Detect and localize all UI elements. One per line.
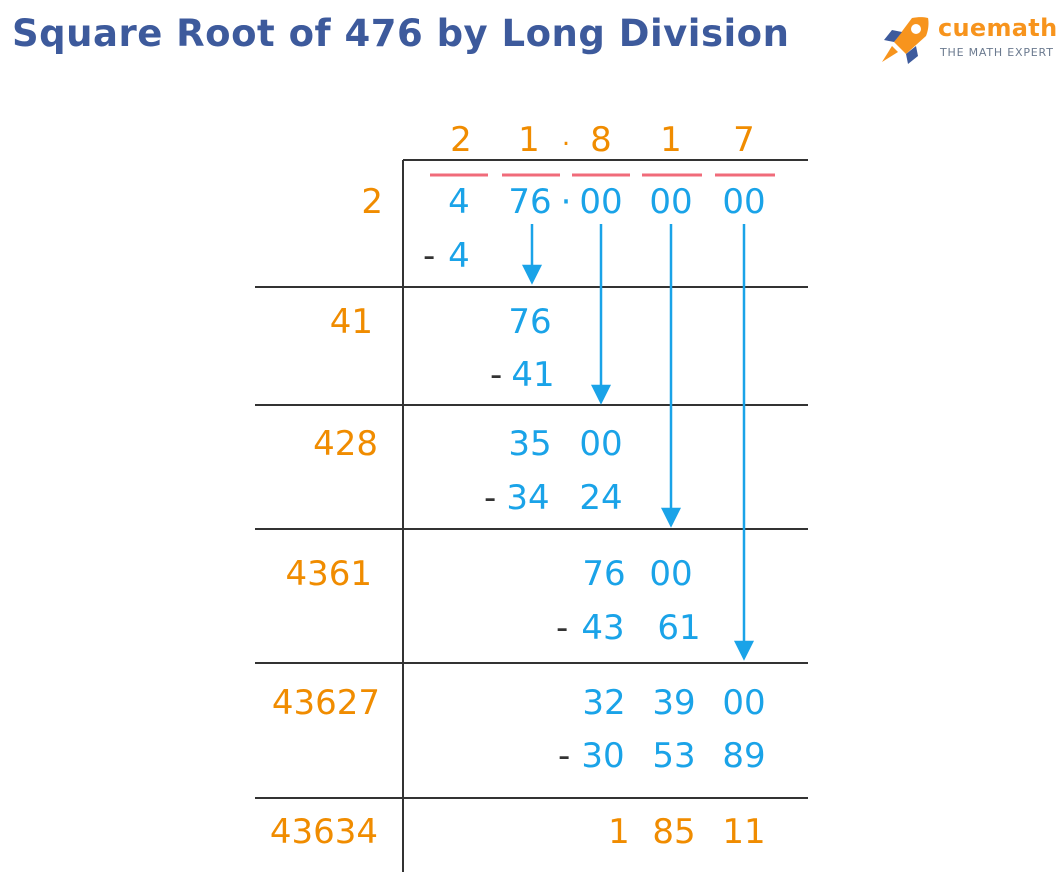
dividend-decimal-point: · bbox=[560, 182, 572, 222]
remainder: 32 bbox=[582, 683, 626, 723]
arrow-head bbox=[660, 507, 682, 528]
remainder: 39 bbox=[652, 683, 696, 723]
subtrahend: 30 bbox=[581, 736, 625, 776]
quotient-digit: 7 bbox=[733, 120, 755, 160]
quotient-decimal-point: . bbox=[561, 122, 571, 152]
logo-tagline: THE MATH EXPERT bbox=[940, 46, 1054, 59]
dividend-group: 00 bbox=[579, 182, 623, 222]
subtrahend: 41 bbox=[511, 355, 555, 395]
minus-sign: - bbox=[490, 355, 503, 395]
final-remainder: 11 bbox=[722, 812, 766, 852]
divisor: 43634 bbox=[269, 812, 378, 852]
remainder: 00 bbox=[649, 554, 693, 594]
subtrahend: 4 bbox=[448, 236, 470, 276]
rocket-icon bbox=[882, 17, 929, 64]
final-remainder: 85 bbox=[652, 812, 696, 852]
remainder: 76 bbox=[582, 554, 626, 594]
quotient-digit: 1 bbox=[518, 120, 540, 160]
divisor: 428 bbox=[313, 424, 378, 464]
remainder: 00 bbox=[579, 424, 623, 464]
subtrahend: 53 bbox=[652, 736, 696, 776]
subtrahend: 24 bbox=[579, 478, 623, 518]
remainder: 35 bbox=[508, 424, 552, 464]
logo-brand: cuemath bbox=[938, 14, 1058, 42]
minus-sign: - bbox=[484, 478, 497, 518]
quotient-digit: 2 bbox=[450, 120, 472, 160]
cuemath-logo: cuemath THE MATH EXPERT bbox=[876, 12, 1058, 68]
divisor: 4361 bbox=[285, 554, 372, 594]
divisor: 2 bbox=[361, 182, 383, 222]
page-title: Square Root of 476 by Long Division bbox=[12, 12, 790, 55]
divisor: 43627 bbox=[271, 683, 380, 723]
remainder: 00 bbox=[722, 683, 766, 723]
subtrahend: 61 bbox=[657, 608, 701, 648]
subtrahend: 89 bbox=[722, 736, 766, 776]
dividend-group: 00 bbox=[722, 182, 766, 222]
final-remainder: 1 bbox=[608, 812, 630, 852]
minus-sign: - bbox=[558, 736, 571, 776]
quotient-digit: 1 bbox=[660, 120, 682, 160]
arrow-head bbox=[733, 640, 755, 661]
dividend-group: 4 bbox=[448, 182, 470, 222]
divisor: 41 bbox=[329, 302, 373, 342]
arrow-head bbox=[521, 264, 543, 285]
subtrahend: 43 bbox=[581, 608, 625, 648]
quotient-digit: 8 bbox=[590, 120, 612, 160]
arrow-head bbox=[590, 384, 612, 405]
minus-sign: - bbox=[423, 236, 436, 276]
dividend-group: 00 bbox=[649, 182, 693, 222]
remainder: 76 bbox=[508, 302, 552, 342]
minus-sign: - bbox=[556, 608, 569, 648]
dividend-group: 76 bbox=[508, 182, 552, 222]
subtrahend: 34 bbox=[506, 478, 550, 518]
